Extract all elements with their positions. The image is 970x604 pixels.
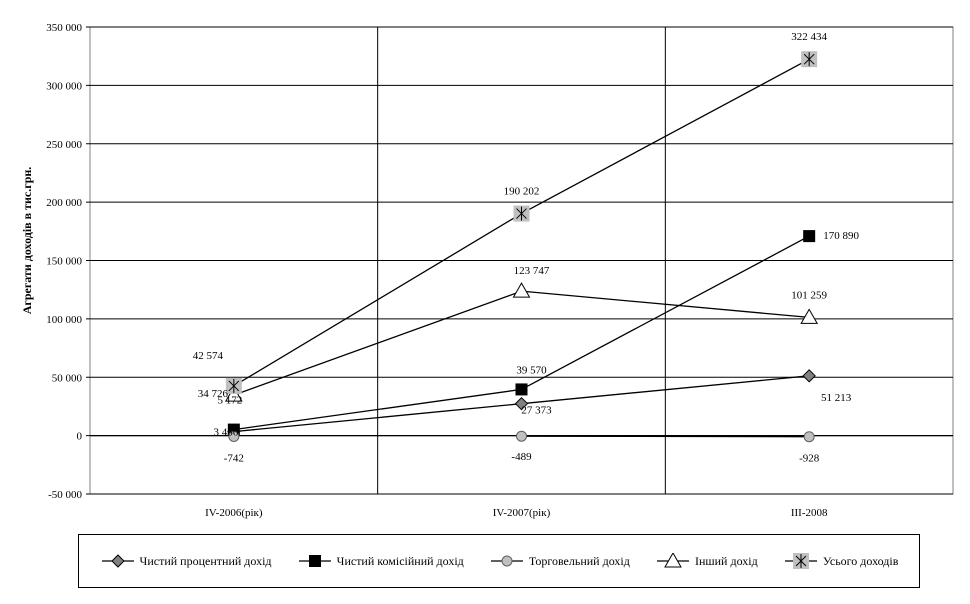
y-axis-ticks: -50 000 0 50 000 100 000 150 000 200 000 250 0… (46, 22, 82, 501)
data-label: 123 747 (514, 265, 550, 277)
data-label: 39 570 (516, 364, 547, 376)
y-tick-label: 200 000 (46, 197, 82, 209)
data-labels: 3 436 27 373 51 213 5 172 39 570 170 890 -742 -… (193, 31, 860, 465)
data-label: 3 436 (213, 427, 238, 439)
legend-diamond-icon (101, 554, 134, 568)
data-label: 27 373 (521, 405, 552, 417)
legend-label: Чистий комісійний дохід (336, 553, 464, 568)
legend-label: Усього доходів (822, 553, 899, 568)
data-point (228, 430, 240, 442)
data-label: -928 (799, 453, 820, 465)
data-point (224, 386, 243, 402)
y-tick-label: 350 000 (46, 22, 82, 34)
y-tick-label: 100 000 (46, 314, 82, 326)
data-point (802, 369, 816, 383)
legend-marker (792, 553, 809, 569)
legend-marker (110, 554, 125, 568)
data-point (800, 308, 819, 324)
y-tick-label: 50 000 (52, 372, 83, 384)
legend-item: Чистий процентний дохід (100, 553, 272, 569)
data-label: 51 213 (821, 392, 852, 404)
data-point (515, 383, 528, 396)
data-label: 101 259 (791, 289, 827, 301)
data-point (225, 377, 242, 394)
legend-circle-icon (490, 555, 523, 567)
data-label: 42 574 (193, 350, 224, 362)
legend-label: Чистий процентний дохід (139, 553, 272, 568)
data-label: 322 434 (791, 31, 827, 43)
y-tick-label: 150 000 (46, 256, 82, 268)
legend-star-box-icon (784, 553, 817, 569)
data-label: -489 (511, 451, 532, 463)
data-label: -742 (224, 452, 244, 464)
legend-marker (501, 555, 513, 567)
data-point (516, 430, 527, 442)
legend-label: Інший дохід (694, 553, 758, 568)
legend-item: Інший дохід (655, 553, 758, 569)
data-point (512, 282, 531, 298)
x-axis-ticks: IV-2006(рік) IV-2007(рік) III-2008 (205, 507, 828, 519)
series-triangle (224, 282, 819, 402)
series-line (521, 435, 810, 438)
legend-label: Торговельний дохід (528, 553, 630, 568)
legend: Чистий процентний дохід Чистий комісійний… (78, 534, 920, 588)
legend-square-icon (298, 555, 331, 567)
data-label: 34 726 (198, 388, 229, 400)
series-star-box (225, 51, 818, 394)
legend-item: Чистий комісійний дохід (297, 553, 464, 569)
y-tick-label: 300 000 (46, 80, 82, 92)
legend-item: Усього доходів (783, 553, 899, 569)
legend-marker (664, 553, 682, 568)
data-point (513, 205, 530, 222)
x-tick-label: III-2008 (791, 507, 828, 519)
series-circle (228, 430, 815, 443)
data-label: 5 172 (217, 395, 242, 407)
x-tick-label: IV-2007(рік) (493, 507, 551, 519)
data-point (803, 230, 816, 243)
y-tick-label: 0 (77, 431, 83, 443)
legend-triangle-icon (656, 553, 689, 568)
x-tick-label: IV-2006(рік) (205, 507, 263, 519)
y-tick-label: 250 000 (46, 139, 82, 151)
series-layer (224, 51, 819, 443)
legend-marker (308, 555, 321, 567)
y-tick-label: -50 000 (48, 489, 82, 501)
data-point (514, 396, 529, 411)
legend-item: Торговельний дохід (489, 553, 630, 569)
data-point (801, 51, 818, 68)
data-point (803, 431, 815, 443)
y-axis-label: Агрегати доходів в тис.грн. (20, 167, 34, 315)
data-label: 170 890 (823, 230, 859, 242)
data-label: 190 202 (504, 186, 540, 198)
